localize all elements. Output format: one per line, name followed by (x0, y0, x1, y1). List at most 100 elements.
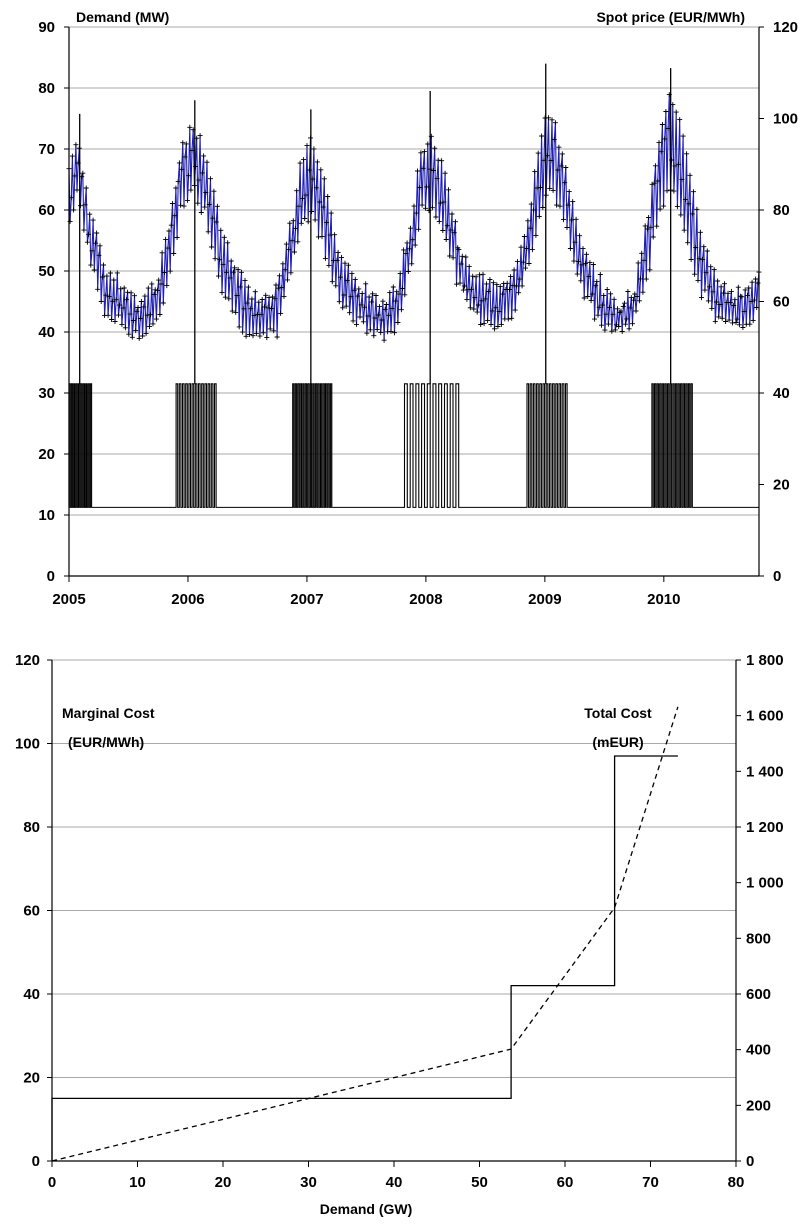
demand-marker (185, 197, 190, 203)
demand-marker (618, 308, 624, 314)
demand-marker (398, 307, 404, 313)
demand-marker (390, 284, 396, 290)
demand-marker (205, 229, 211, 235)
demand-marker (753, 276, 759, 282)
demand-marker (593, 283, 599, 289)
demand-marker (688, 257, 694, 262)
top-x-tick-label: 2006 (171, 591, 204, 608)
demand-marker (248, 306, 254, 312)
demand-marker (680, 133, 686, 139)
demand-marker (486, 289, 492, 294)
demand-marker (118, 286, 124, 292)
demand-marker (521, 234, 527, 239)
demand-marker (175, 179, 181, 185)
demand-marker (719, 315, 725, 321)
demand-marker (615, 306, 620, 312)
demand-marker (140, 333, 146, 339)
demand-marker (80, 170, 86, 176)
demand-marker (692, 271, 698, 277)
demand-marker (708, 264, 714, 270)
demand-marker (263, 292, 269, 298)
demand-marker (444, 223, 450, 229)
demand-marker (579, 262, 585, 268)
top-x-tick-label: 2009 (528, 591, 561, 608)
demand-marker (595, 312, 601, 318)
bottom-x-axis-label: Demand (GW) (320, 1201, 413, 1217)
demand-marker (425, 141, 431, 147)
bottom-left-tick-label: 0 (32, 1153, 40, 1170)
demand-marker (628, 295, 634, 301)
demand-marker (157, 312, 163, 317)
demand-marker (572, 239, 578, 245)
demand-marker (718, 284, 724, 290)
demand-marker (733, 320, 739, 325)
demand-marker (610, 311, 616, 317)
demand-marker (567, 246, 573, 251)
demand-marker (82, 202, 88, 208)
top-left-tick-label: 50 (38, 263, 55, 280)
demand-marker (265, 305, 271, 311)
demand-marker (283, 241, 289, 247)
demand-marker (616, 324, 622, 329)
bottom-left-tick-label: 40 (23, 986, 40, 1003)
demand-marker (442, 170, 448, 176)
bottom-gridlines (52, 659, 736, 1078)
demand-marker (717, 302, 723, 307)
demand-marker (159, 250, 165, 256)
demand-marker (691, 189, 696, 195)
demand-marker (116, 312, 121, 318)
demand-marker (555, 167, 561, 173)
demand-marker (314, 159, 320, 165)
demand-marker (516, 290, 522, 296)
demand-marker (110, 298, 116, 304)
demand-marker (404, 240, 410, 246)
spot-price-series (68, 63, 759, 508)
demand-marker (339, 254, 344, 260)
demand-marker (707, 284, 712, 290)
bottom-x-tick-label: 0 (48, 1174, 56, 1191)
demand-marker (747, 321, 753, 327)
demand-marker (604, 287, 610, 292)
demand-marker (121, 285, 127, 291)
demand-marker (720, 290, 726, 296)
demand-marker (475, 302, 481, 308)
demand-marker (95, 286, 101, 292)
demand-marker (369, 299, 374, 305)
demand-marker (462, 283, 468, 289)
demand-marker (578, 278, 584, 284)
demand-marker (322, 255, 328, 261)
demand-marker (109, 317, 115, 322)
top-left-tick-label: 60 (38, 202, 55, 219)
demand-marker (152, 287, 158, 293)
demand-marker (165, 245, 171, 251)
demand-marker (488, 322, 494, 327)
demand-marker (332, 232, 338, 238)
demand-marker (571, 258, 577, 264)
demand-marker (504, 280, 510, 286)
bottom-right-tick-label: 1 200 (746, 819, 784, 836)
demand-marker (678, 212, 684, 218)
demand-marker (208, 176, 213, 182)
demand-marker (420, 165, 426, 171)
demand-marker (449, 211, 455, 217)
demand-marker (736, 322, 742, 328)
bottom-right-tick-label: 600 (746, 986, 771, 1003)
bottom-left-tick-label: 120 (15, 652, 40, 669)
demand-marker (653, 163, 658, 169)
demand-marker (394, 289, 400, 295)
demand-marker (258, 312, 264, 318)
demand-marker (527, 225, 533, 231)
demand-marker (311, 146, 317, 152)
total-cost-title-line2: (mEUR) (592, 734, 643, 750)
demand-marker (439, 158, 445, 164)
demand-marker (590, 262, 596, 267)
demand-marker (647, 267, 653, 273)
demand-marker (235, 266, 241, 272)
demand-marker (433, 214, 439, 220)
demand-marker (597, 272, 603, 277)
demand-marker (304, 143, 310, 149)
demand-marker (533, 232, 539, 238)
demand-marker (212, 256, 218, 262)
demand-marker (160, 300, 166, 306)
demand-marker (290, 218, 296, 224)
